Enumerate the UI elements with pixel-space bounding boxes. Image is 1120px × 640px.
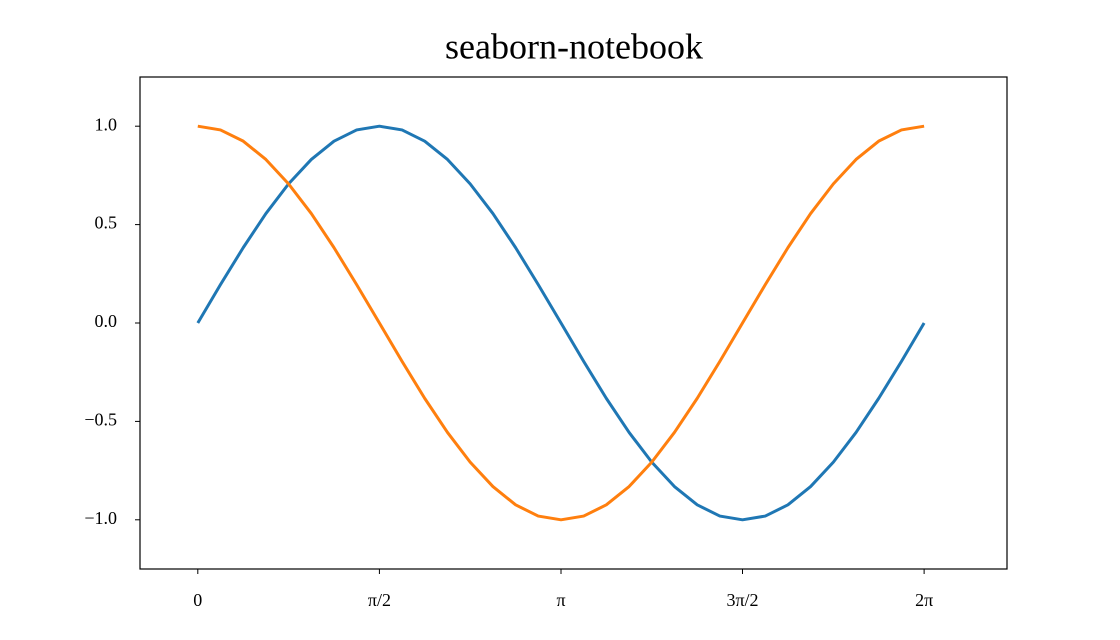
y-tick-label: 0.5 [95,213,118,233]
y-tick-label: 0.0 [95,311,118,331]
y-tick-label: −0.5 [84,410,117,430]
x-tick-label: 0 [193,590,202,610]
x-tick-label: 2π [915,590,933,610]
y-tick-label: −1.0 [84,508,117,528]
y-tick-label: 1.0 [95,114,118,134]
line-series [196,124,926,522]
x-tick-label: π [556,590,565,610]
x-tick-label: 3π/2 [726,590,758,610]
x-tick-label: π/2 [368,590,391,610]
chart-title: seaborn-notebook [445,26,703,66]
line-series [197,124,925,522]
plot-frame [139,76,1008,570]
